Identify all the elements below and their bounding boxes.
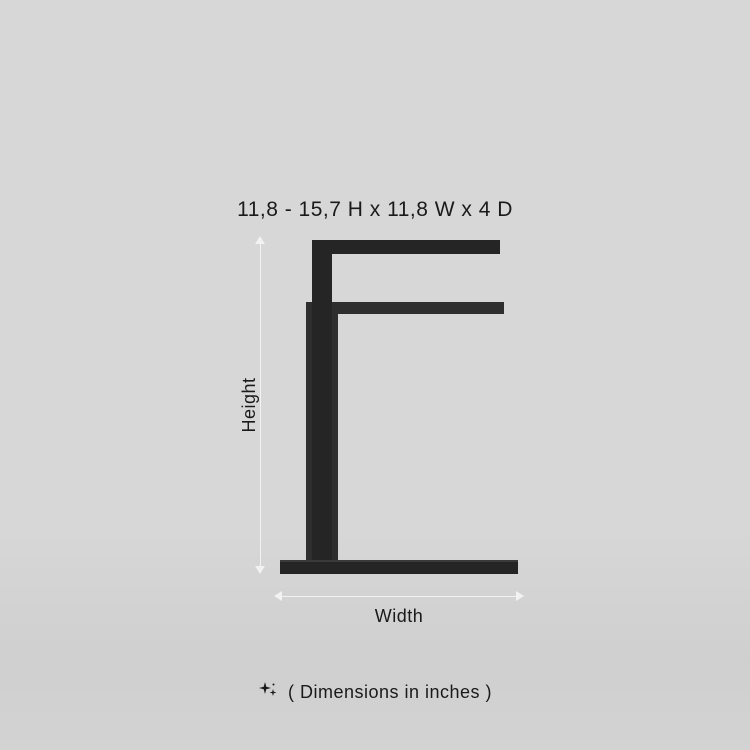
product-arm-top	[312, 240, 500, 254]
arrowhead-down-icon	[255, 566, 265, 574]
product-post-outer	[312, 240, 332, 562]
footer-note: ( Dimensions in inches )	[0, 680, 750, 703]
dimensions-title: 11,8 - 15,7 H x 11,8 W x 4 D	[0, 198, 750, 222]
product-silhouette	[280, 240, 518, 574]
width-dimension-line	[280, 596, 518, 597]
diagram-stage: 11,8 - 15,7 H x 11,8 W x 4 D Height Widt…	[0, 0, 750, 750]
height-dimension: Height	[260, 242, 261, 568]
sparkle-icon	[258, 680, 278, 700]
width-dimension-label: Width	[280, 606, 518, 627]
footer-note-text: ( Dimensions in inches )	[288, 682, 492, 702]
product-arm-middle	[306, 302, 504, 314]
arrowhead-up-icon	[255, 236, 265, 244]
arrowhead-left-icon	[274, 591, 282, 601]
product-base	[280, 562, 518, 574]
height-dimension-label: Height	[239, 377, 260, 432]
arrowhead-right-icon	[516, 591, 524, 601]
height-dimension-line	[260, 242, 261, 568]
width-dimension: Width	[280, 596, 518, 597]
